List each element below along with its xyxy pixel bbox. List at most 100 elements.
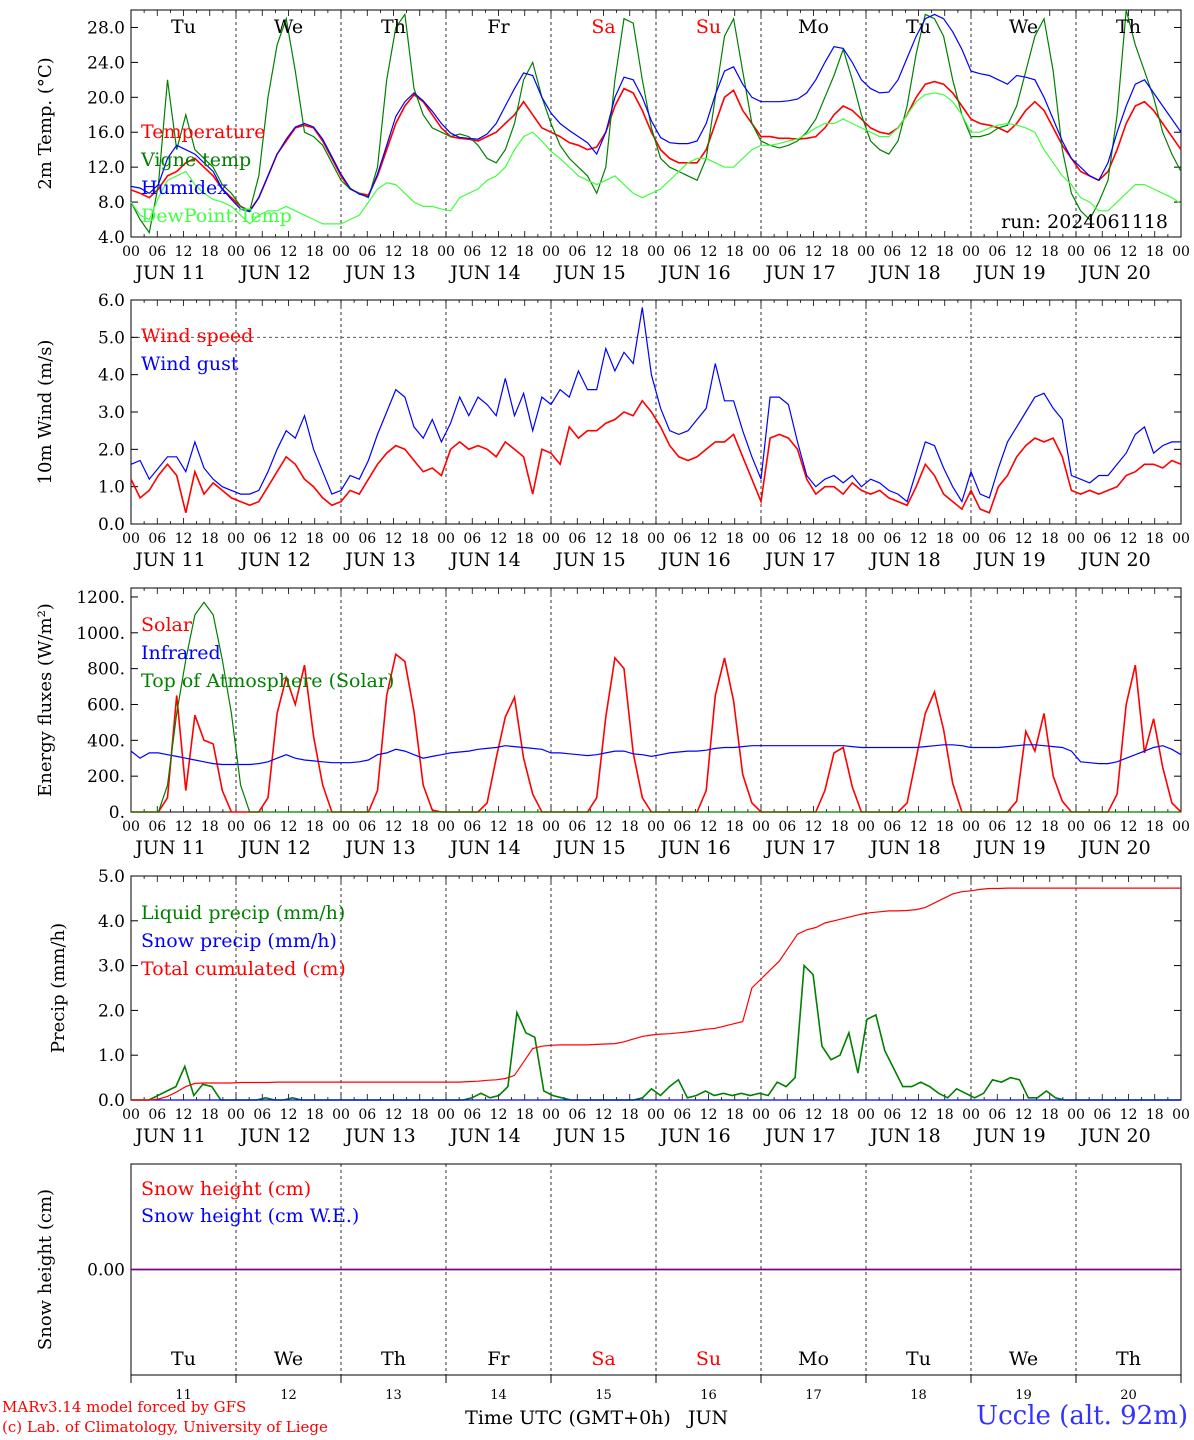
day-number: 18 bbox=[910, 1388, 927, 1403]
legend-entry: Vigne temp bbox=[140, 149, 251, 171]
hour-tick-label: 00 bbox=[227, 819, 245, 835]
hour-tick-label: 12 bbox=[1015, 244, 1033, 260]
hour-tick-label: 06 bbox=[358, 531, 376, 547]
y-axis-label: Precip (mm/h) bbox=[48, 923, 69, 1053]
hour-tick-label: 06 bbox=[358, 819, 376, 835]
date-label: JUN 16 bbox=[658, 1125, 730, 1147]
hour-tick-label: 06 bbox=[778, 1107, 796, 1123]
hour-tick-label: 06 bbox=[568, 1107, 586, 1123]
date-label: JUN 19 bbox=[973, 549, 1045, 571]
hour-tick-label: 12 bbox=[805, 244, 823, 260]
weekday-label: Fr bbox=[487, 1348, 510, 1370]
hour-tick-label: 06 bbox=[358, 1107, 376, 1123]
hour-tick-label: 18 bbox=[831, 531, 849, 547]
hour-tick-label: 18 bbox=[621, 1107, 639, 1123]
day-number: 14 bbox=[490, 1388, 507, 1403]
date-label: JUN 15 bbox=[553, 262, 625, 284]
date-label: JUN 12 bbox=[238, 837, 310, 859]
panel-3 bbox=[130, 587, 1182, 813]
y-axis-label: Energy fluxes (W/m²) bbox=[35, 603, 56, 797]
hour-tick-label: 00 bbox=[437, 1107, 455, 1123]
hour-tick-label: 12 bbox=[490, 531, 508, 547]
date-label: JUN 15 bbox=[553, 549, 625, 571]
hour-tick-label: 06 bbox=[988, 819, 1006, 835]
hour-tick-label: 00 bbox=[542, 1107, 560, 1123]
hour-tick-label: 00 bbox=[647, 244, 665, 260]
hour-tick-label: 18 bbox=[201, 819, 219, 835]
date-label: JUN 13 bbox=[343, 549, 415, 571]
hour-tick-label: 00 bbox=[962, 1107, 980, 1123]
hour-tick-label: 06 bbox=[253, 819, 271, 835]
hour-tick-label: 06 bbox=[568, 244, 586, 260]
hour-tick-label: 12 bbox=[700, 531, 718, 547]
hour-tick-label: 18 bbox=[411, 819, 429, 835]
hour-tick-label: 06 bbox=[463, 531, 481, 547]
date-label: JUN 18 bbox=[868, 262, 940, 284]
hour-tick-label: 06 bbox=[1093, 531, 1111, 547]
hour-tick-label: 12 bbox=[805, 1107, 823, 1123]
series-line bbox=[130, 744, 1182, 766]
hour-tick-label: 12 bbox=[595, 819, 613, 835]
station-label: Uccle (alt. 92m) bbox=[976, 1401, 1188, 1431]
hour-tick-label: 12 bbox=[1120, 1107, 1138, 1123]
hour-tick-label: 18 bbox=[621, 819, 639, 835]
hour-tick-label: 12 bbox=[1015, 531, 1033, 547]
hour-tick-label: 00 bbox=[857, 244, 875, 260]
weekday-label: We bbox=[274, 16, 303, 38]
date-label: JUN 17 bbox=[763, 262, 835, 284]
hour-tick-label: 18 bbox=[516, 244, 534, 260]
date-label: JUN 13 bbox=[343, 262, 415, 284]
y-axis-label: 2m Temp. (°C) bbox=[35, 57, 56, 189]
date-label: JUN 20 bbox=[1078, 549, 1150, 571]
weekday-label: Fr bbox=[487, 16, 510, 38]
hour-tick-label: 06 bbox=[253, 1107, 271, 1123]
hour-tick-label: 00 bbox=[122, 1107, 140, 1123]
hour-tick-label: 00 bbox=[1172, 819, 1190, 835]
hour-tick-label: 00 bbox=[857, 531, 875, 547]
weekday-label: Th bbox=[1116, 16, 1141, 38]
hour-tick-label: 06 bbox=[988, 531, 1006, 547]
date-label: JUN 19 bbox=[973, 1125, 1045, 1147]
series-line bbox=[130, 9, 1182, 235]
series-line bbox=[130, 399, 1182, 514]
hour-tick-label: 12 bbox=[280, 244, 298, 260]
series-line bbox=[131, 887, 1181, 1101]
hour-tick-label: 00 bbox=[647, 1107, 665, 1123]
hour-tick-label: 06 bbox=[463, 1107, 481, 1123]
hour-tick-label: 18 bbox=[621, 244, 639, 260]
hour-tick-label: 00 bbox=[1172, 531, 1190, 547]
date-label: JUN 14 bbox=[448, 262, 520, 284]
hour-tick-label: 12 bbox=[910, 531, 928, 547]
hour-tick-label: 06 bbox=[253, 531, 271, 547]
y-tick-label: 0.0 bbox=[98, 515, 125, 535]
hour-tick-label: 12 bbox=[280, 531, 298, 547]
hour-tick-label: 18 bbox=[1041, 531, 1059, 547]
date-label: JUN 11 bbox=[133, 837, 205, 859]
date-label: JUN 17 bbox=[763, 549, 835, 571]
panel-frame bbox=[130, 587, 1182, 813]
hour-tick-label: 06 bbox=[1093, 244, 1111, 260]
hour-tick-label: 18 bbox=[1146, 1107, 1164, 1123]
hour-tick-label: 06 bbox=[358, 244, 376, 260]
hour-tick-label: 00 bbox=[437, 531, 455, 547]
y-tick-label: 0. bbox=[109, 803, 125, 823]
y-tick-label: 4.0 bbox=[98, 912, 125, 932]
hour-tick-label: 18 bbox=[726, 1107, 744, 1123]
hour-tick-label: 06 bbox=[1093, 819, 1111, 835]
hour-tick-label: 18 bbox=[936, 819, 954, 835]
credit-line-1: MARv3.14 model forced by GFS bbox=[2, 1398, 247, 1416]
legend-entry: Solar bbox=[141, 614, 193, 636]
hour-tick-label: 12 bbox=[490, 819, 508, 835]
weekday-label: Mo bbox=[798, 1348, 829, 1370]
hour-tick-label: 12 bbox=[1015, 1107, 1033, 1123]
hour-tick-label: 00 bbox=[752, 531, 770, 547]
y-tick-label: 12.0 bbox=[87, 158, 125, 178]
date-label: JUN 13 bbox=[343, 837, 415, 859]
hour-tick-label: 12 bbox=[700, 244, 718, 260]
y-tick-label: 200. bbox=[87, 767, 125, 787]
date-label: JUN 12 bbox=[238, 549, 310, 571]
series-line bbox=[130, 80, 1182, 212]
panel-frame bbox=[130, 299, 1182, 525]
date-label: JUN 20 bbox=[1078, 837, 1150, 859]
y-tick-label: 28.0 bbox=[87, 18, 125, 38]
